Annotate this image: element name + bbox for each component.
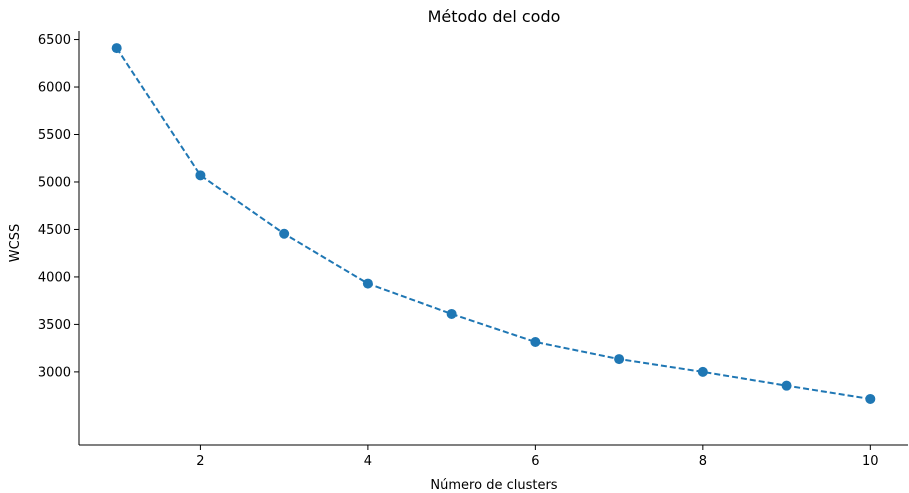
x-tick-label: 8 xyxy=(699,454,707,469)
data-point-marker xyxy=(781,380,792,391)
data-point-marker xyxy=(446,308,457,319)
plot-area: 2 4 6 8 10 3000 3500 4000 4500 5000 5500 6000 6500 xyxy=(38,31,908,469)
x-tick-label: 10 xyxy=(862,454,879,469)
data-point-marker xyxy=(865,393,876,404)
data-point-marker xyxy=(111,43,122,54)
y-axis-title: WCSS xyxy=(8,224,23,262)
data-point-marker xyxy=(614,354,625,365)
x-tick-label: 6 xyxy=(531,454,539,469)
y-tick-label: 5500 xyxy=(38,128,71,143)
chart-title: Método del codo xyxy=(428,7,561,26)
x-tick-label: 2 xyxy=(196,454,204,469)
y-tick-label: 6500 xyxy=(38,33,71,48)
data-point-marker xyxy=(279,228,290,239)
data-point-marker xyxy=(362,278,373,289)
x-tick-label: 4 xyxy=(364,454,372,469)
x-axis-title: Número de clusters xyxy=(430,478,557,493)
data-point-marker xyxy=(530,336,541,347)
data-point-marker xyxy=(195,170,206,181)
wcss-series-line xyxy=(115,47,871,400)
y-tick-label: 4000 xyxy=(38,270,71,285)
y-tick-label: 6000 xyxy=(38,81,71,96)
y-tick-label: 3000 xyxy=(38,365,71,380)
y-tick-label: 5000 xyxy=(38,175,71,190)
y-tick-label: 4500 xyxy=(38,223,71,238)
data-point-marker xyxy=(697,366,708,377)
y-tick-label: 3500 xyxy=(38,318,71,333)
